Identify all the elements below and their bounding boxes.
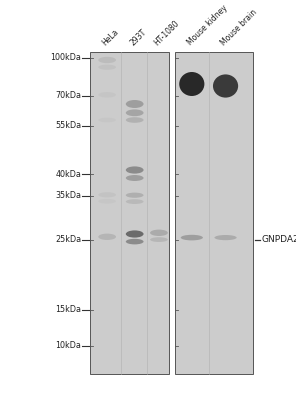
Ellipse shape: [126, 192, 144, 198]
Ellipse shape: [126, 110, 144, 116]
Ellipse shape: [213, 74, 238, 98]
Ellipse shape: [98, 92, 116, 98]
Text: GNPDA2: GNPDA2: [262, 236, 296, 244]
Text: 15kDa: 15kDa: [55, 306, 81, 314]
Ellipse shape: [179, 72, 204, 96]
Ellipse shape: [98, 118, 116, 122]
Text: 55kDa: 55kDa: [55, 122, 81, 130]
Ellipse shape: [98, 192, 116, 197]
Text: HT-1080: HT-1080: [153, 18, 181, 47]
Ellipse shape: [126, 175, 144, 181]
Ellipse shape: [98, 199, 116, 204]
Ellipse shape: [126, 166, 144, 174]
Ellipse shape: [150, 230, 168, 236]
Ellipse shape: [126, 199, 144, 204]
Text: HeLa: HeLa: [101, 27, 121, 47]
Ellipse shape: [98, 234, 116, 240]
Text: 293T: 293T: [128, 27, 148, 47]
Text: 100kDa: 100kDa: [50, 54, 81, 62]
Bar: [175, 52, 253, 374]
Ellipse shape: [214, 235, 237, 240]
Ellipse shape: [150, 237, 168, 242]
Text: 35kDa: 35kDa: [55, 192, 81, 200]
Ellipse shape: [126, 239, 144, 244]
Text: 70kDa: 70kDa: [55, 92, 81, 100]
Text: Mouse kidney: Mouse kidney: [186, 4, 229, 47]
Text: 40kDa: 40kDa: [55, 170, 81, 178]
Text: 10kDa: 10kDa: [55, 342, 81, 350]
Ellipse shape: [126, 230, 144, 238]
Ellipse shape: [126, 100, 144, 108]
Ellipse shape: [98, 57, 116, 63]
Text: Mouse brain: Mouse brain: [219, 8, 259, 47]
Ellipse shape: [181, 235, 203, 240]
Ellipse shape: [98, 64, 116, 70]
Text: 25kDa: 25kDa: [55, 236, 81, 244]
Ellipse shape: [126, 117, 144, 123]
Bar: [90, 52, 169, 374]
